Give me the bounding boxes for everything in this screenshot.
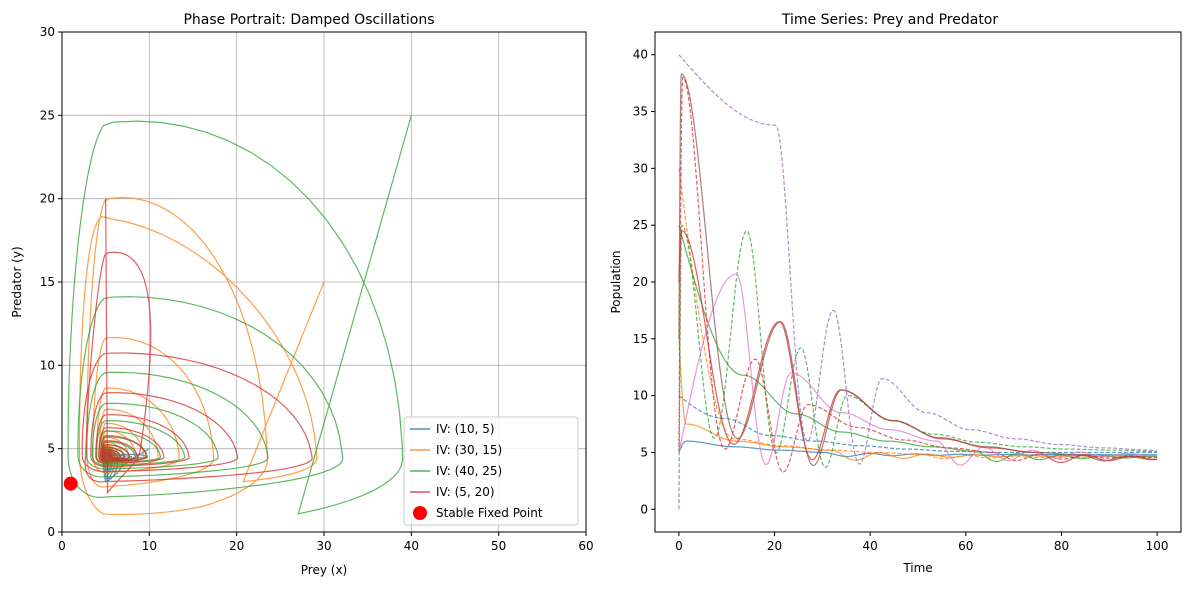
- phase-portrait-legend: IV: (10, 5) IV: (30, 15) IV: (40, 25) IV: (…: [403, 416, 579, 526]
- y-tick-label: 15: [40, 275, 55, 289]
- y-tick-label: 30: [633, 161, 648, 175]
- x-tick-label: 100: [1146, 539, 1169, 553]
- prey-series-line-9: [678, 54, 1158, 465]
- legend-entry-label: IV: (5, 20): [436, 485, 495, 499]
- x-tick-label: 60: [578, 539, 593, 553]
- y-tick-label: 0: [640, 502, 648, 516]
- x-tick-label: 40: [404, 539, 419, 553]
- x-tick-label: 10: [142, 539, 157, 553]
- y-tick-label: 15: [633, 332, 648, 346]
- x-tick-label: 40: [863, 539, 878, 553]
- time-series-y-axis-label: Population: [609, 250, 623, 313]
- x-tick-label: 30: [316, 539, 331, 553]
- predator-series-line-10: [678, 273, 1158, 466]
- time-series-x-axis-label: Time: [902, 561, 932, 575]
- phase-trajectory-4: [81, 198, 313, 495]
- phase-portrait-chart: Phase Portrait: Damped Oscillations 0 10 2…: [10, 12, 594, 577]
- y-tick-label: 25: [40, 108, 55, 122]
- legend-entry-label: IV: (10, 5): [436, 422, 495, 436]
- phase-portrait-x-axis-label: Prey (x): [301, 563, 347, 577]
- x-tick-label: 0: [58, 539, 66, 553]
- y-tick-label: 10: [633, 389, 648, 403]
- y-tick-label: 30: [40, 25, 55, 39]
- phase-portrait-fixed-point: [63, 476, 78, 491]
- time-series-title: Time Series: Prey and Predator: [781, 12, 998, 28]
- legend-entry-label: Stable Fixed Point: [436, 506, 543, 520]
- x-tick-label: 20: [767, 539, 782, 553]
- legend-entry-label: IV: (30, 15): [436, 443, 502, 457]
- y-tick-label: 20: [633, 275, 648, 289]
- y-tick-label: 5: [640, 445, 648, 459]
- phase-portrait-ticks: 0 10 20 30 40 50 60 0 5 10 15 20 25 30: [40, 25, 594, 553]
- legend-swatch-fixed-point: [413, 506, 427, 520]
- phase-portrait-title: Phase Portrait: Damped Oscillations: [183, 12, 434, 28]
- time-series-lines: [678, 54, 1158, 510]
- phase-portrait-y-axis-label: Predator (y): [10, 246, 24, 317]
- stable-fixed-point-marker: [63, 476, 78, 491]
- y-tick-label: 10: [40, 358, 55, 372]
- predator-series-line-6: [678, 225, 1158, 463]
- time-series-ticks: 0 20 40 60 80 100 0 5 10 15 20 25 30 35 40: [633, 48, 1169, 553]
- y-tick-label: 25: [633, 218, 648, 232]
- x-tick-label: 50: [491, 539, 506, 553]
- x-tick-label: 0: [675, 539, 683, 553]
- y-tick-label: 20: [40, 192, 55, 206]
- predator-series-line-11: [678, 73, 1158, 467]
- legend-entry-label: IV: (40, 25): [436, 464, 502, 478]
- y-tick-label: 5: [47, 442, 55, 456]
- x-tick-label: 20: [229, 539, 244, 553]
- phase-portrait-series: [67, 115, 412, 516]
- y-tick-label: 35: [633, 105, 648, 119]
- x-tick-label: 60: [958, 539, 973, 553]
- legend-box: [403, 416, 579, 526]
- time-series-chart: Time Series: Prey and Predator 0 20 40 60 80…: [609, 12, 1182, 575]
- y-tick-label: 0: [47, 525, 55, 539]
- y-tick-label: 40: [633, 48, 648, 62]
- x-tick-label: 80: [1054, 539, 1069, 553]
